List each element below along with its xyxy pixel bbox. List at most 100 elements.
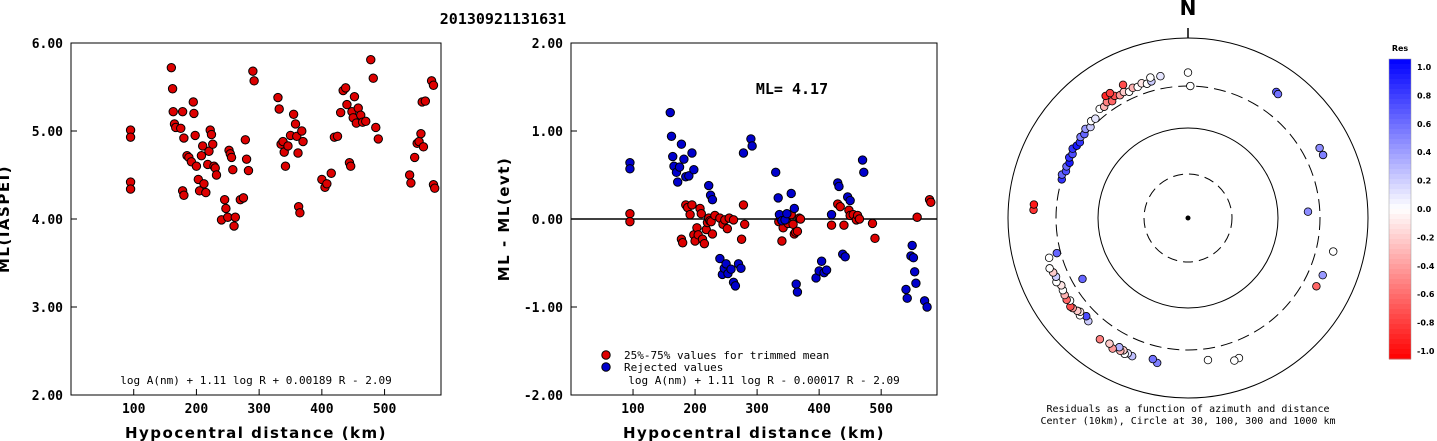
data-point (228, 165, 238, 175)
colorbar-segment (1389, 104, 1411, 110)
residual-vs-distance-panel: 100 200 300 400 500 -2.00 -1.00 0.00 1.00 2.00 Hyp… (495, 37, 938, 441)
data-point (288, 109, 299, 119)
colorbar-segment (1389, 329, 1411, 335)
data-point (625, 216, 635, 227)
data-point (625, 209, 635, 219)
data-point (902, 293, 912, 303)
y-tick-label: 6.00 (32, 37, 63, 52)
data-point (789, 203, 800, 214)
colorbar-segment (1389, 344, 1411, 350)
data-point (857, 155, 868, 165)
colorbar-segment (1389, 189, 1411, 195)
colorbar-segment (1389, 334, 1411, 340)
data-point (409, 152, 420, 163)
colorbar-segment (1389, 94, 1411, 100)
colorbar-segment (1389, 174, 1411, 180)
figure-title: 20130921131631 (440, 10, 566, 28)
data-point (821, 265, 832, 275)
data-point (238, 193, 249, 203)
colorbar-segment (1389, 89, 1411, 95)
data-point (668, 151, 678, 162)
data-point (219, 194, 230, 205)
data-point (197, 141, 208, 151)
x-tick-label: 500 (373, 402, 397, 417)
colorbar-segment (1389, 124, 1411, 130)
station-residual-point (1115, 343, 1124, 352)
data-point (240, 135, 251, 145)
colorbar-segment (1389, 224, 1411, 230)
data-point (190, 130, 200, 141)
range-circle-100km (1097, 127, 1279, 309)
station-residual-point (1052, 248, 1062, 258)
colorbar-segment (1389, 249, 1411, 255)
colorbar-segment (1389, 229, 1411, 235)
colorbar-segment (1389, 99, 1411, 105)
station-residual-point (1118, 80, 1128, 90)
data-point (792, 287, 803, 297)
data-point (189, 108, 199, 119)
data-point (907, 240, 917, 251)
colorbar-segment (1389, 149, 1411, 155)
colorbar-segment (1389, 164, 1411, 170)
data-point (166, 62, 177, 73)
x-tick-label: 300 (247, 402, 271, 417)
colorbar-tick-label: 0.2 (1417, 177, 1431, 186)
colorbar-frame (1388, 58, 1412, 360)
data-point (179, 133, 189, 143)
data-point (335, 107, 346, 118)
station-residual-point (1230, 356, 1239, 365)
data-point (373, 134, 383, 144)
colorbar-segment (1389, 159, 1411, 165)
data-point (859, 167, 869, 178)
data-point (795, 214, 806, 224)
colorbar-segment (1389, 79, 1411, 85)
colorbar-segment (1389, 269, 1411, 275)
station-residual-point (1318, 270, 1327, 280)
data-point (791, 279, 801, 289)
y-tick-label: 2.00 (32, 389, 63, 404)
data-point (226, 152, 237, 163)
colorbar-segment (1389, 314, 1411, 320)
data-point (839, 220, 849, 230)
data-point (736, 263, 746, 273)
data-point (340, 83, 351, 93)
data-point (867, 218, 878, 229)
plot-frame (70, 42, 442, 396)
colorbar-segment (1389, 154, 1411, 160)
data-point (687, 200, 697, 210)
x-tick-label: 100 (621, 402, 645, 417)
polar-caption-line1: Residuals as a function of azimuth and d… (1047, 404, 1330, 415)
data-point (786, 188, 796, 199)
data-point (728, 215, 739, 225)
legend-label: Rejected values (624, 361, 723, 374)
data-point (676, 139, 687, 149)
data-point (665, 107, 675, 118)
station-residual-point (1315, 143, 1324, 153)
data-point (909, 267, 920, 277)
data-point (196, 150, 207, 161)
data-point (191, 161, 202, 171)
data-point (125, 184, 136, 194)
data-point (274, 104, 284, 114)
colorbar-segment (1389, 64, 1411, 70)
colorbar-tick-label: -0.6 (1417, 290, 1435, 299)
data-point (322, 179, 332, 189)
station-residual-point (1156, 72, 1165, 81)
data-point (428, 80, 439, 90)
station-residual-point (1303, 207, 1313, 216)
data-point (845, 195, 855, 206)
data-point (430, 183, 440, 193)
data-point (773, 193, 783, 203)
station-residual-point (1105, 339, 1114, 348)
legend-label: 25%-75% values for trimmed mean (624, 349, 829, 362)
colorbar-segment (1389, 354, 1411, 360)
formula-text: log A(nm) + 1.11 log R + 0.00189 R - 2.0… (120, 374, 392, 387)
colorbar-tick-label: 0.6 (1417, 120, 1432, 129)
data-point (221, 203, 231, 214)
data-point (298, 136, 308, 147)
data-point (211, 170, 222, 180)
colorbar-tick-label: 1.0 (1417, 63, 1432, 72)
data-point (715, 253, 725, 264)
data-point (188, 97, 198, 107)
data-point (290, 119, 301, 129)
